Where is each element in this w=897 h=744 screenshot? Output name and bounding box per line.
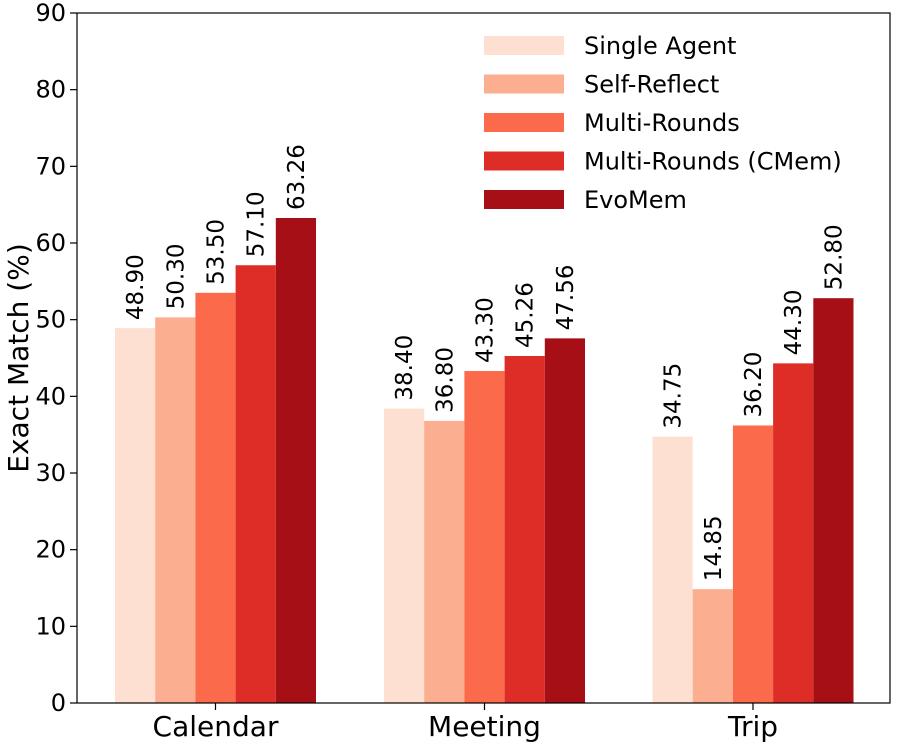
bar-calendar-single-agent [115, 328, 156, 703]
bars-layer [115, 218, 854, 704]
legend-swatch [484, 190, 564, 209]
legend-swatch [484, 113, 564, 132]
bar-value-label: 44.30 [781, 290, 807, 356]
bar-value-label: 50.30 [163, 244, 189, 310]
legend-label: Self-Reflect [584, 71, 719, 99]
legend-label: Multi-Rounds [584, 109, 740, 137]
legend-swatch [484, 36, 564, 55]
bar-meeting-multi-rounds [464, 371, 505, 703]
value-labels-layer: 48.90 50.30 53.50 57.10 63.26 38.40 36.80 43.30… [123, 144, 847, 581]
y-tick-label: 70 [35, 152, 66, 180]
bar-trip-multi-rounds [732, 425, 774, 703]
y-tick-label: 90 [35, 0, 66, 27]
bar-value-label: 45.26 [513, 282, 539, 348]
bar-value-label: 63.26 [284, 144, 310, 210]
bar-value-label: 38.40 [392, 335, 418, 401]
legend-swatch [484, 151, 564, 171]
bar-value-label: 52.80 [821, 224, 847, 290]
x-axis: Calendar Meeting Trip [153, 703, 778, 743]
y-tick-label: 30 [35, 459, 66, 487]
y-axis-label: Exact Match (%) [2, 243, 35, 472]
plot-frame [76, 12, 891, 704]
y-tick-label: 80 [35, 76, 66, 104]
bar-value-label: 34.75 [661, 363, 687, 429]
bar-value-label: 57.10 [244, 191, 270, 257]
bar-meeting-self-reflect [424, 420, 465, 703]
bar-calendar-self-reflect [155, 317, 196, 703]
bar-value-label: 36.80 [432, 347, 458, 413]
bar-trip-evomem [813, 298, 854, 703]
y-tick-label: 20 [35, 536, 66, 564]
x-tick-label-trip: Trip [727, 710, 778, 743]
bar-trip-multi-rounds-cmem [773, 363, 814, 703]
y-axis: 0 10 20 30 40 50 60 70 80 90 [35, 0, 77, 717]
bar-value-label: 36.20 [741, 352, 767, 418]
bar-meeting-evomem [544, 338, 585, 703]
y-tick-label: 50 [35, 306, 66, 334]
x-tick-label-meeting: Meeting [428, 710, 541, 743]
bar-calendar-multi-rounds [195, 292, 236, 703]
y-tick-label: 0 [51, 689, 66, 717]
bar-value-label: 47.56 [553, 265, 579, 331]
bar-value-label: 53.50 [204, 219, 230, 285]
bar-meeting-single-agent [384, 408, 425, 703]
bar-calendar-evomem [275, 218, 316, 704]
legend: Single Agent Self-Reflect Multi-Rounds Mult… [484, 32, 842, 214]
bar-trip-single-agent [652, 436, 693, 703]
bar-value-label: 14.85 [701, 515, 727, 581]
y-tick-label: 40 [35, 382, 66, 410]
bar-trip-self-reflect [692, 589, 733, 703]
bar-value-label: 43.30 [473, 297, 499, 363]
y-tick-label: 60 [35, 229, 66, 257]
y-tick-label: 10 [35, 612, 66, 640]
legend-label: Single Agent [584, 32, 736, 60]
bar-calendar-multi-rounds-cmem [235, 265, 276, 703]
bar-meeting-multi-rounds-cmem [504, 356, 545, 703]
legend-label: EvoMem [584, 186, 687, 214]
legend-swatch [484, 74, 564, 94]
x-tick-label-calendar: Calendar [153, 710, 279, 743]
bar-value-label: 48.90 [123, 254, 149, 320]
legend-label: Multi-Rounds (CMem) [584, 148, 842, 176]
